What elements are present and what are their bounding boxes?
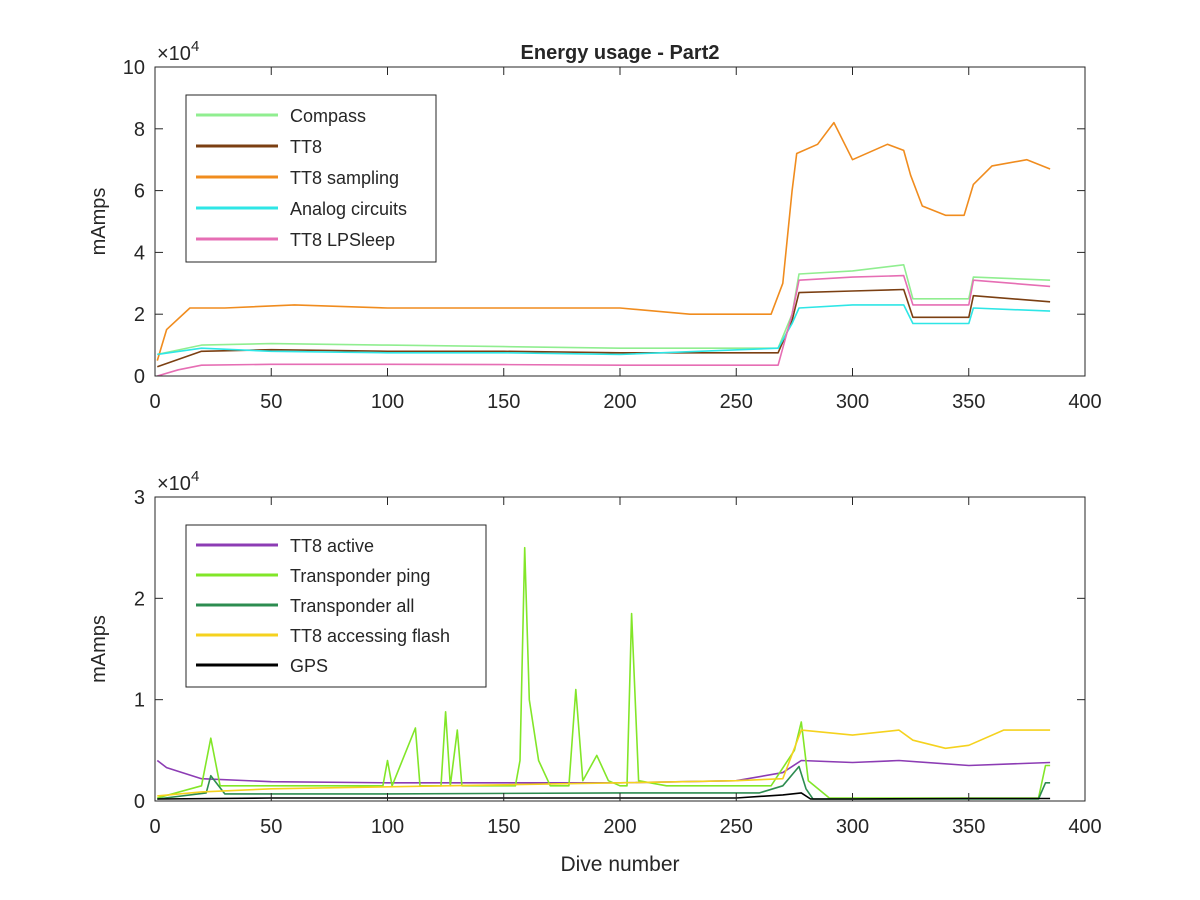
series-group (156, 121, 1051, 376)
legend-entry: Compass (290, 106, 366, 126)
legend-entry: Transponder all (290, 596, 414, 616)
top-panel: 0 50 100 150 200 250 300 350 4000246810×104mAmps… (88, 38, 1102, 413)
y-tick-label: 3 (134, 487, 145, 509)
x-tick-label: 150 (487, 816, 520, 838)
y-exponent-power: 4 (191, 468, 199, 485)
legend-entry: Transponder ping (290, 566, 430, 586)
series-group (156, 546, 1051, 800)
x-tick-label: 100 (371, 391, 404, 413)
y-tick-label: 6 (134, 181, 145, 203)
y-exponent-base: ×10 (157, 43, 191, 65)
y-exponent-label: ×104 (157, 38, 199, 65)
chart-title: Energy usage - Part2 (521, 42, 720, 64)
legend-entry: TT8 accessing flash (290, 626, 450, 646)
x-tick-label: 150 (487, 391, 520, 413)
x-tick-label: 250 (720, 816, 753, 838)
series-line-tt8-sampling (156, 121, 1051, 361)
y-tick-label: 0 (134, 366, 145, 388)
series-line-gps (157, 792, 1051, 800)
bottom-panel: 0 50 100 150 200 250 300 350 400 0 1 2 3 ×104 mAmps Div… (88, 468, 1102, 876)
x-tick-label: 400 (1068, 816, 1101, 838)
x-tick-label: 300 (836, 391, 869, 413)
legend-entry: TT8 LPSleep (290, 230, 395, 250)
y-tick-label: 4 (134, 242, 145, 264)
series-line-tt8-accessing-flash (157, 729, 1051, 797)
y-tick-label: 10 (123, 57, 145, 79)
series-line-transponder-ping (157, 546, 1051, 799)
legend-entry: TT8 (290, 137, 322, 157)
x-axis-label: Dive number (560, 853, 679, 876)
y-tick-label: 2 (134, 304, 145, 326)
x-tick-label: 200 (603, 391, 636, 413)
x-tick-label: 50 (260, 391, 282, 413)
y-axis-label: mAmps (88, 615, 110, 683)
x-tick-label: 200 (603, 816, 636, 838)
y-tick-label: 0 (134, 791, 145, 813)
legend-entry: Analog circuits (290, 199, 407, 219)
x-tick-label: 350 (952, 391, 985, 413)
y-exponent-power: 4 (191, 38, 199, 55)
series-line-analog-circuits (157, 304, 1051, 356)
x-tick-label: 0 (149, 816, 160, 838)
x-tick-label: 0 (149, 391, 160, 413)
x-tick-label: 100 (371, 816, 404, 838)
x-tick-label: 400 (1068, 391, 1101, 413)
x-tick-label: 300 (836, 816, 869, 838)
x-tick-label: 50 (260, 816, 282, 838)
legend-entry: TT8 sampling (290, 168, 399, 188)
y-tick-label: 8 (134, 119, 145, 141)
series-line-tt8 (157, 288, 1051, 368)
legend-entry: TT8 active (290, 536, 374, 556)
y-exponent-base: ×10 (157, 473, 191, 495)
y-tick-label: 2 (134, 588, 145, 610)
y-exponent-label: ×104 (157, 468, 199, 495)
legend-entry: GPS (290, 656, 328, 676)
x-tick-label: 350 (952, 816, 985, 838)
x-tick-label: 250 (720, 391, 753, 413)
series-line-tt8-lpsleep (157, 274, 1051, 376)
y-axis-label: mAmps (88, 188, 110, 256)
y-tick-label: 1 (134, 690, 145, 712)
